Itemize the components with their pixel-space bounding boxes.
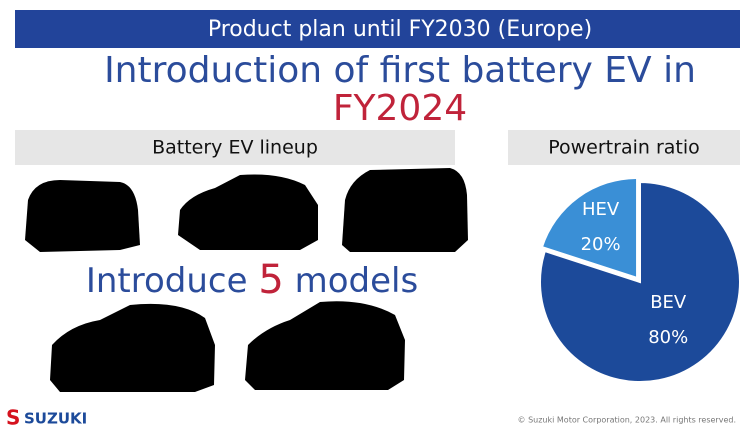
slice-value: 80% (648, 327, 688, 348)
copyright: © Suzuki Motor Corporation, 2023. All ri… (518, 416, 736, 425)
car-silhouettes (25, 168, 468, 392)
pie-slice (539, 180, 741, 383)
pie-slice (540, 176, 639, 280)
chart-title-bar (508, 130, 740, 165)
lineup-text: models (295, 261, 419, 301)
pie-chart: HEV 20% BEV 80% (539, 176, 741, 383)
lineup-number: 5 (258, 257, 283, 303)
lineup-bar (15, 130, 455, 165)
slice-value: 20% (581, 234, 621, 255)
slice-label: BEV (650, 292, 687, 313)
headline: Introduction of first battery EV in (104, 50, 696, 91)
lineup-summary: Introduce 5 models (86, 257, 418, 303)
slice-label: HEV (582, 199, 620, 220)
lineup-title: Battery EV lineup (152, 137, 318, 159)
chart-title: Powertrain ratio (548, 137, 700, 159)
header-bar (15, 10, 740, 48)
lineup-text: Introduce (86, 261, 248, 301)
header-title: Product plan until FY2030 (Europe) (208, 17, 592, 42)
headline-year: FY2024 (333, 88, 467, 129)
logo-mark: S (6, 406, 20, 430)
logo: SUZUKI (24, 410, 87, 428)
